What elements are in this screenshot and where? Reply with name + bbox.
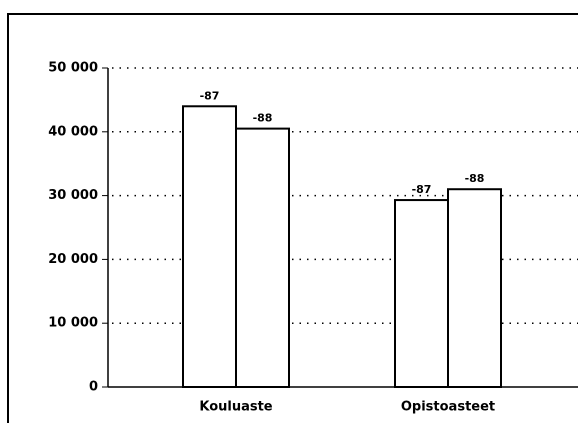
y-tick-label: 20 000 — [48, 252, 98, 267]
series-label: -87 — [200, 89, 220, 102]
x-tick-label: Kouluaste — [199, 400, 272, 415]
y-tick-label: 50 000 — [48, 61, 98, 76]
y-tick-label: 30 000 — [48, 188, 98, 203]
bar — [235, 127, 290, 389]
bar — [394, 199, 449, 388]
y-tick-label: 0 — [89, 380, 98, 395]
bar — [182, 105, 237, 388]
bar — [447, 188, 502, 388]
x-tick-label: Opistoasteet — [401, 400, 495, 415]
series-label: -88 — [465, 172, 485, 185]
y-tick-label: 10 000 — [48, 316, 98, 331]
series-label: -88 — [253, 112, 273, 125]
frame — [7, 13, 578, 427]
y-tick-label: 40 000 — [48, 124, 98, 139]
series-label: -87 — [412, 183, 432, 196]
